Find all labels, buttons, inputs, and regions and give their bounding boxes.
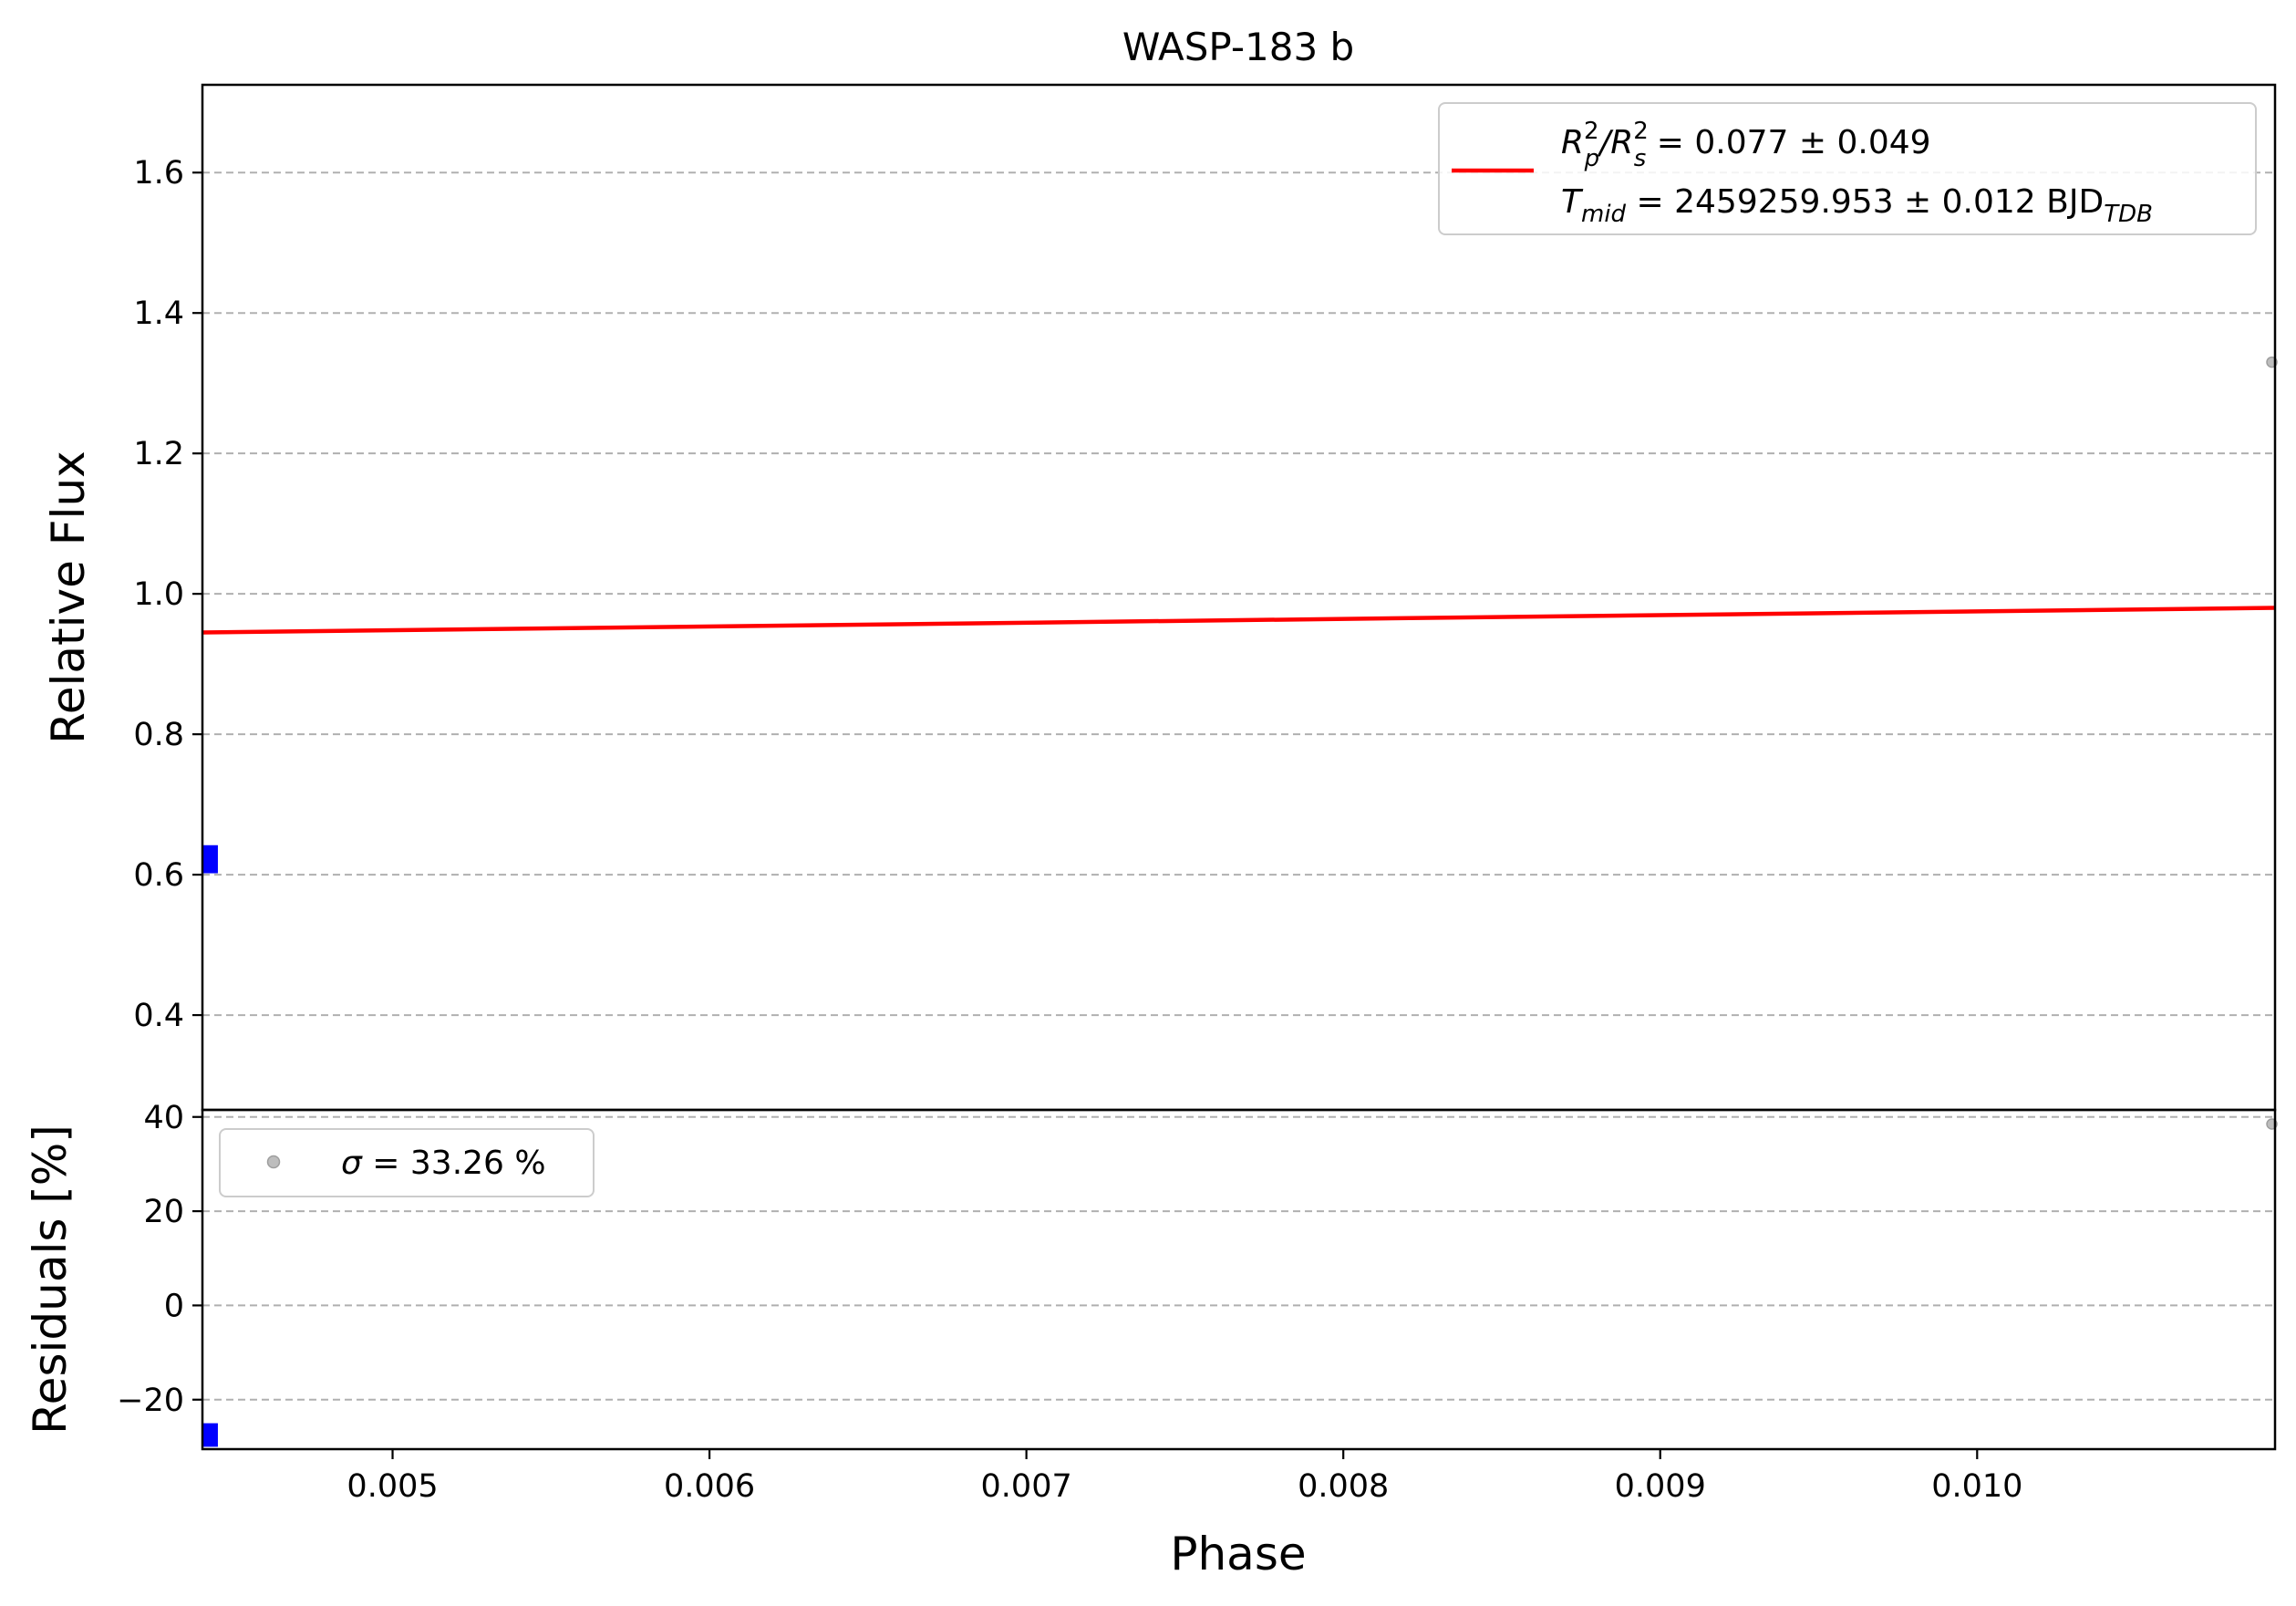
res-x-tick-label: 0.007 [981,1468,1072,1505]
chart-title: WASP-183 b [1122,25,1354,69]
res-y-tick-label: 0 [164,1288,184,1324]
main-legend-box [1438,102,2257,235]
main-y-tick-label: 1.2 [133,436,184,472]
ratio-legend-entry: R2 p/R2 s = 0.077 ± 0.049 [1561,118,1931,172]
main-gridlines [202,171,2275,1017]
main-y-tick-label: 0.4 [133,998,184,1034]
residual-legend-marker [266,1155,281,1169]
res-x-tick-label: 0.010 [1931,1468,2022,1505]
res-x-tick-label: 0.006 [664,1468,755,1505]
main-y-axis-label: Relative Flux [42,451,95,743]
residual-y-ticks: −20 0 20 40 [117,1100,202,1419]
main-y-tick-label: 1.4 [133,295,184,332]
res-binned-marker [203,1428,217,1442]
main-binned-marker [203,853,217,866]
residual-x-ticks: 0.005 0.006 0.007 0.008 0.009 0.010 [346,1449,2022,1505]
res-y-tick-label: 40 [143,1100,184,1136]
main-y-tick-label: 1.0 [133,576,184,613]
residual-legend: σ = 33.26 % [219,1128,595,1197]
residual-gridlines [202,1115,2275,1401]
main-panel: 0.4 0.6 0.8 1.0 1.2 1.4 1.6 Relative Flux R2 p/… [42,83,2278,1112]
residual-axes-frame [201,1108,2277,1451]
transit-model-line [202,606,2276,635]
main-y-ticks: 0.4 0.6 0.8 1.0 1.2 1.4 1.6 [133,155,202,1034]
sigma-legend-entry: σ = 33.26 % [341,1145,546,1182]
res-x-tick-label: 0.008 [1298,1468,1389,1505]
main-legend: R2 p/R2 s = 0.077 ± 0.049 Tmid = 2459259.9… [1438,102,2257,235]
residual-x-axis-label: Phase [1170,1528,1306,1580]
main-y-tick-label: 0.8 [133,717,184,753]
residual-y-axis-label: Residuals [%] [24,1124,77,1435]
main-y-tick-label: 0.6 [133,857,184,894]
res-x-tick-label: 0.009 [1615,1468,1706,1505]
res-y-tick-label: −20 [117,1383,184,1419]
residual-series [202,1118,2278,1447]
res-y-tick-label: 20 [143,1194,184,1230]
res-x-tick-label: 0.005 [346,1468,438,1505]
tmid-legend-entry: Tmid = 2459259.953 ± 0.012 BJDTDB [1561,183,2153,228]
residual-legend-box [219,1128,595,1197]
main-y-tick-label: 1.6 [133,155,184,192]
